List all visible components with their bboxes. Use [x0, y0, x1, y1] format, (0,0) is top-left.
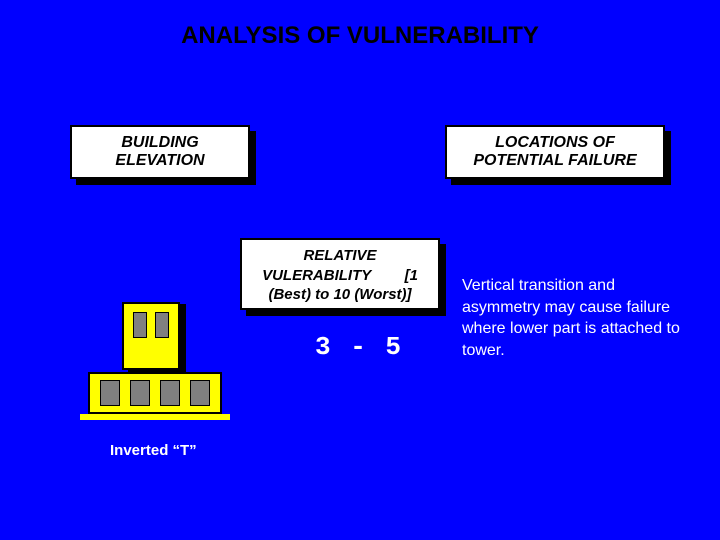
- building-elevation-label: BUILDING ELEVATION: [80, 134, 240, 170]
- page-title: ANALYSIS OF VULNERABILITY: [0, 22, 720, 50]
- failure-description: Vertical transition and asymmetry may ca…: [462, 275, 682, 361]
- locations-failure-label: LOCATIONS OF POTENTIAL FAILURE: [455, 134, 655, 170]
- building-diagram: [80, 280, 230, 420]
- base-window: [190, 380, 210, 406]
- vulnerability-score: 3 - 5: [315, 332, 403, 362]
- building-tower: [122, 302, 180, 370]
- relative-vulnerability-box: RELATIVE VULERABILITY [1 (Best) to 10 (W…: [240, 238, 440, 310]
- base-window: [100, 380, 120, 406]
- base-window: [130, 380, 150, 406]
- building-elevation-header: BUILDING ELEVATION: [70, 125, 250, 179]
- tower-window: [155, 312, 169, 338]
- building-caption: Inverted “T”: [110, 442, 197, 459]
- locations-failure-header: LOCATIONS OF POTENTIAL FAILURE: [445, 125, 665, 179]
- tower-window: [133, 312, 147, 338]
- ground-line: [80, 414, 230, 420]
- relative-line2: VULERABILITY [1: [252, 266, 428, 286]
- relative-line3: (Best) to 10 (Worst)]: [252, 285, 428, 305]
- relative-line1: RELATIVE: [252, 246, 428, 266]
- building-base: [88, 372, 222, 414]
- base-window: [160, 380, 180, 406]
